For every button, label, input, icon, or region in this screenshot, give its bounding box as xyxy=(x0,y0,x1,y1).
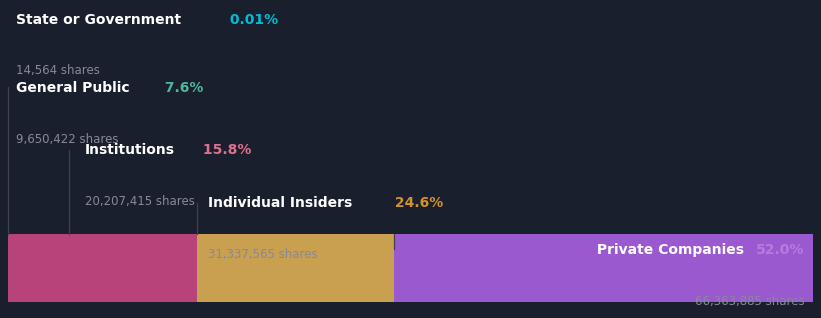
Bar xyxy=(394,234,813,302)
Bar xyxy=(70,234,196,302)
Bar xyxy=(196,234,394,302)
Text: Individual Insiders: Individual Insiders xyxy=(208,197,352,211)
Text: 24.6%: 24.6% xyxy=(390,197,443,211)
Text: 66,363,885 shares: 66,363,885 shares xyxy=(695,294,805,308)
Text: Private Companies: Private Companies xyxy=(592,243,744,257)
Text: 7.6%: 7.6% xyxy=(160,81,204,95)
Text: 15.8%: 15.8% xyxy=(199,143,252,157)
Text: 0.01%: 0.01% xyxy=(225,12,278,26)
Text: General Public: General Public xyxy=(16,81,130,95)
Text: Institutions: Institutions xyxy=(85,143,175,157)
Bar xyxy=(8,234,70,302)
Text: 9,650,422 shares: 9,650,422 shares xyxy=(16,133,119,146)
Text: State or Government: State or Government xyxy=(16,12,181,26)
Text: 31,337,565 shares: 31,337,565 shares xyxy=(208,248,318,261)
Text: 14,564 shares: 14,564 shares xyxy=(16,64,100,77)
Text: 20,207,415 shares: 20,207,415 shares xyxy=(85,195,195,208)
Text: 52.0%: 52.0% xyxy=(756,243,805,257)
